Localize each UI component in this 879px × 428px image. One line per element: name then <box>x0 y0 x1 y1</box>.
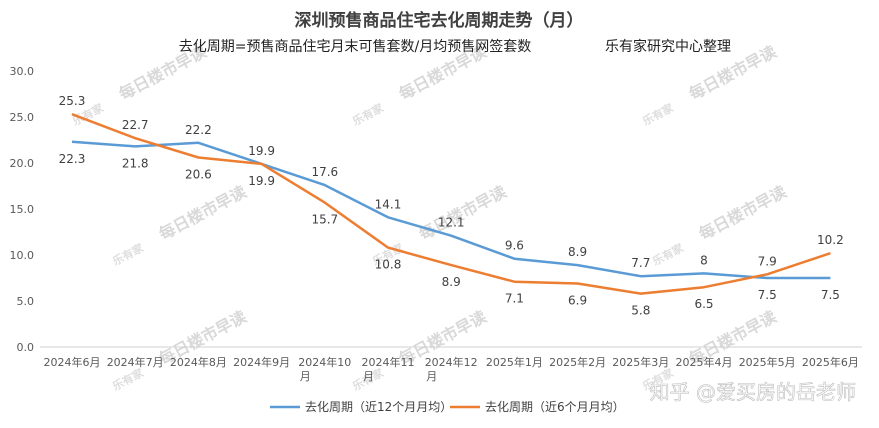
data-label: 10.2 <box>817 233 844 247</box>
x-tick-line: 2024年7月 <box>107 355 164 369</box>
x-tick-line: 2024年11 <box>362 355 415 369</box>
x-tick-line: 2025年6月 <box>802 355 859 369</box>
data-label: 5.8 <box>631 304 650 318</box>
x-tick-label: 2024年10 月 <box>298 355 351 383</box>
x-tick-line: 2025年4月 <box>676 355 733 369</box>
y-tick-label: 10.0 <box>10 249 35 262</box>
data-label: 6.5 <box>694 297 713 311</box>
x-tick-label: 2024年12 月 <box>425 355 478 383</box>
legend-label: 去化周期（近6个月月均） <box>485 400 625 414</box>
x-tick-line: 2025年3月 <box>612 355 669 369</box>
chart-subtitle: 去化周期=预售商品住宅月末可售套数/月均预售网签套数 <box>179 38 531 55</box>
data-labels: 22.3 21.8 22.2 19.9 17.6 14.1 12.1 9.6 8.9 7.7 8 7.… <box>59 94 844 317</box>
x-axis: 2024年6月 2024年7月 2024年8月 2024年9月 2024年10 月2024… <box>44 355 859 383</box>
y-tick-label: 30.0 <box>10 65 35 78</box>
signature: 知乎 @爱买房的岳老师 <box>650 380 856 404</box>
x-tick-line: 2024年12 <box>425 355 478 369</box>
x-tick-line: 2024年6月 <box>44 355 101 369</box>
data-label: 15.7 <box>311 213 338 227</box>
watermark-logo: 乐有家 <box>650 240 687 268</box>
x-tick-label: 2024年8月 <box>170 355 227 369</box>
x-tick-label: 2025年6月 <box>802 355 859 369</box>
x-tick-label: 2024年11 月 <box>362 355 415 383</box>
data-label: 22.3 <box>59 152 86 166</box>
x-tick-line: 2024年10 <box>298 355 351 369</box>
x-tick-label: 2024年9月 <box>233 355 290 369</box>
data-label: 20.6 <box>185 168 212 182</box>
data-label: 17.6 <box>311 165 338 179</box>
x-tick-label: 2024年6月 <box>44 355 101 369</box>
x-tick-line: 2025年1月 <box>486 355 543 369</box>
x-tick-label: 2025年3月 <box>612 355 669 369</box>
data-label: 7.9 <box>758 254 777 268</box>
x-tick-line: 2024年8月 <box>170 355 227 369</box>
data-label: 19.9 <box>248 174 275 188</box>
data-label: 14.1 <box>375 197 402 211</box>
data-label: 8 <box>700 253 708 267</box>
watermark-logo: 乐有家 <box>350 100 387 128</box>
watermark-logo: 乐有家 <box>110 365 147 393</box>
watermark: 乐有家每日楼市早读乐有家每日楼市早读乐有家每日楼市早读乐有家每日楼市早读乐有家每… <box>70 42 790 393</box>
source-note: 乐有家研究中心整理 <box>605 38 731 55</box>
data-label: 21.8 <box>122 156 149 170</box>
watermark-text: 每日楼市早读 <box>696 182 790 244</box>
data-label: 12.1 <box>438 216 465 230</box>
data-label: 22.7 <box>122 118 149 132</box>
data-label: 7.1 <box>505 292 524 306</box>
data-label: 10.8 <box>375 258 402 272</box>
x-tick-line: 2024年9月 <box>233 355 290 369</box>
data-label: 9.6 <box>505 239 524 253</box>
x-tick-line: 2025年2月 <box>549 355 606 369</box>
data-label: 7.7 <box>631 256 650 270</box>
watermark-logo: 乐有家 <box>640 100 677 128</box>
y-axis: 0.0 5.0 10.0 15.0 20.0 25.0 30.0 <box>10 65 35 354</box>
data-label: 22.2 <box>185 123 212 137</box>
x-tick-label: 2025年1月 <box>486 355 543 369</box>
data-label: 8.9 <box>568 245 587 259</box>
data-label: 6.9 <box>568 294 587 308</box>
x-tick-label: 2025年4月 <box>676 355 733 369</box>
y-tick-label: 5.0 <box>17 295 35 308</box>
watermark-text: 每日楼市早读 <box>416 182 510 244</box>
chart-title: 深圳预售商品住宅去化周期走势（月） <box>295 10 584 31</box>
data-label: 7.5 <box>821 288 840 302</box>
series <box>71 113 831 295</box>
x-tick-line: 2025年5月 <box>739 355 796 369</box>
x-tick-line: 月 <box>300 370 311 383</box>
series-line-12m <box>71 140 831 280</box>
x-tick-label: 2025年5月 <box>739 355 796 369</box>
y-tick-label: 25.0 <box>10 111 35 124</box>
legend: 去化周期（近12个月月均） 去化周期（近6个月月均） <box>270 400 625 414</box>
x-tick-label: 2025年2月 <box>549 355 606 369</box>
y-tick-label: 20.0 <box>10 157 35 170</box>
data-label: 7.5 <box>758 288 777 302</box>
y-tick-label: 0.0 <box>17 341 35 354</box>
y-tick-label: 15.0 <box>10 203 35 216</box>
watermark-text: 每日楼市早读 <box>156 182 250 244</box>
data-label: 25.3 <box>59 94 86 108</box>
series-line-6m <box>71 113 831 295</box>
legend-label: 去化周期（近12个月月均） <box>305 400 452 414</box>
x-tick-line: 月 <box>426 370 437 383</box>
watermark-logo: 乐有家 <box>110 240 147 268</box>
data-label: 19.9 <box>248 144 275 158</box>
x-tick-label: 2024年7月 <box>107 355 164 369</box>
data-label: 8.9 <box>442 275 461 289</box>
x-tick-line: 月 <box>363 370 374 383</box>
